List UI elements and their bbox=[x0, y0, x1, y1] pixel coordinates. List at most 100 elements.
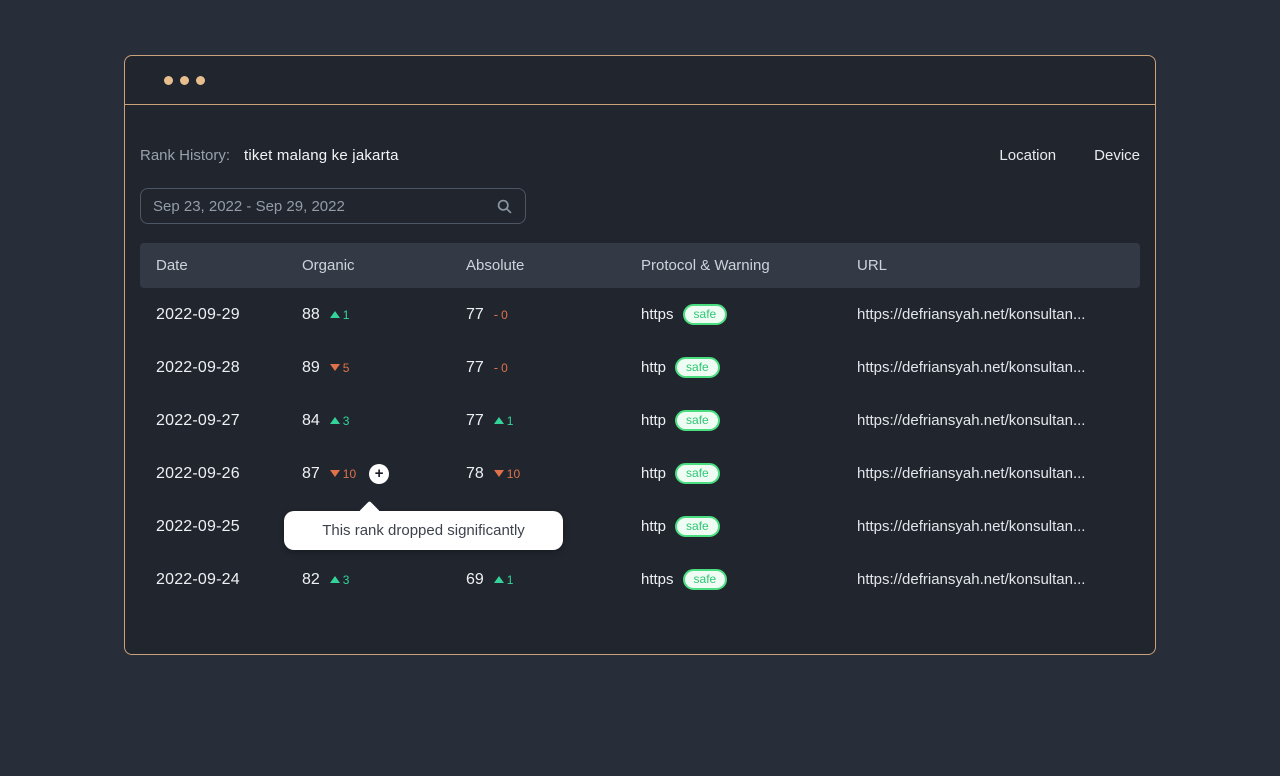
protocol-cell: http safe bbox=[641, 410, 857, 431]
delta-value: 0 bbox=[501, 360, 508, 375]
rank-value: 77 bbox=[466, 411, 484, 429]
protocol-value: https bbox=[641, 571, 674, 588]
window-dot-icon[interactable] bbox=[164, 75, 173, 85]
rank-value: 84 bbox=[302, 411, 320, 429]
rank-delta: 1 bbox=[493, 572, 514, 587]
rank-delta: 10 bbox=[329, 466, 357, 481]
delta-value: 10 bbox=[342, 466, 357, 481]
organic-cell: 89 5 bbox=[302, 359, 466, 377]
arrow-up-icon bbox=[329, 417, 340, 424]
window-content: Rank History: tiket malang ke jakarta Lo… bbox=[125, 143, 1155, 606]
table-row: 2022-09-28 89 5 77-0 http safe https://defrian… bbox=[140, 341, 1140, 394]
rank-value: 82 bbox=[302, 570, 320, 588]
table-row: 2022-09-24 82 3 69 1 https safe https://defrian… bbox=[140, 553, 1140, 606]
absolute-cell: 78 10 bbox=[466, 465, 641, 483]
table-body: 2022-09-29 88 1 77-0 https safe https://defria… bbox=[140, 288, 1140, 606]
delta-value: 3 bbox=[342, 413, 350, 428]
note-plus-button[interactable]: + bbox=[369, 463, 390, 484]
window-dot-icon[interactable] bbox=[196, 75, 205, 85]
url-link[interactable]: https://defriansyah.net/konsultan... bbox=[857, 412, 1086, 429]
rank-value: 88 bbox=[302, 305, 320, 323]
rank-delta: 1 bbox=[329, 307, 350, 322]
safe-badge: safe bbox=[682, 569, 728, 590]
toolbar: Rank History: tiket malang ke jakarta Lo… bbox=[140, 143, 1140, 167]
date-cell: 2022-09-28 bbox=[156, 358, 240, 376]
organic-cell: 88 1 bbox=[302, 306, 466, 324]
rank-delta: -0 bbox=[494, 307, 508, 322]
date-cell: 2022-09-25 bbox=[156, 517, 240, 535]
organic-cell: 87 10 + bbox=[302, 463, 466, 484]
rank-history-label: Rank History: bbox=[140, 146, 231, 164]
protocol-value: http bbox=[641, 359, 667, 376]
rank-delta: -0 bbox=[494, 360, 508, 375]
column-header-absolute: Absolute bbox=[466, 257, 525, 274]
safe-badge: safe bbox=[675, 410, 720, 431]
url-link[interactable]: https://defriansyah.net/konsultan... bbox=[857, 571, 1086, 588]
delta-value: 1 bbox=[506, 413, 514, 428]
rank-value: 69 bbox=[466, 570, 484, 588]
column-header-url: URL bbox=[857, 257, 888, 274]
date-cell: 2022-09-24 bbox=[156, 570, 240, 588]
column-header-protocol: Protocol & Warning bbox=[641, 257, 770, 274]
delta-value: 3 bbox=[342, 572, 350, 587]
arrow-up-icon bbox=[329, 576, 340, 583]
url-link[interactable]: https://defriansyah.net/konsultan... bbox=[857, 359, 1086, 376]
column-header-organic: Organic bbox=[302, 257, 355, 274]
rank-delta: 5 bbox=[329, 361, 349, 375]
keyword-text: tiket malang ke jakarta bbox=[244, 146, 399, 164]
url-link[interactable]: https://defriansyah.net/konsultan... bbox=[857, 518, 1086, 535]
date-cell: 2022-09-27 bbox=[156, 411, 240, 429]
url-link[interactable]: https://defriansyah.net/konsultan... bbox=[857, 306, 1086, 323]
table-row: 2022-09-25 http safe https://defriansyah.ne… bbox=[140, 500, 1140, 553]
rank-history-window: Rank History: tiket malang ke jakarta Lo… bbox=[124, 55, 1156, 655]
arrow-up-icon bbox=[493, 417, 504, 424]
safe-badge: safe bbox=[675, 463, 720, 484]
location-button[interactable]: Location bbox=[999, 146, 1057, 164]
column-header-date: Date bbox=[156, 257, 188, 274]
protocol-cell: http safe bbox=[641, 463, 857, 484]
protocol-value: http bbox=[641, 465, 667, 482]
protocol-value: https bbox=[641, 306, 674, 323]
organic-cell: 84 3 bbox=[302, 412, 466, 430]
protocol-cell: https safe bbox=[641, 304, 857, 325]
date-cell: 2022-09-29 bbox=[156, 305, 240, 323]
tooltip-text: This rank dropped significantly bbox=[322, 522, 525, 539]
table-header: Date Organic Absolute Protocol & Warning… bbox=[140, 243, 1140, 288]
table-row: 2022-09-27 84 3 77 1 http safe https://defrians… bbox=[140, 394, 1140, 447]
date-range-input[interactable]: Sep 23, 2022 - Sep 29, 2022 bbox=[140, 188, 526, 224]
date-range-value: Sep 23, 2022 - Sep 29, 2022 bbox=[153, 197, 345, 215]
rank-value: 87 bbox=[302, 464, 320, 482]
table-row: 2022-09-29 88 1 77 -0 https safe https://defria… bbox=[140, 288, 1140, 341]
absolute-cell: 77-0 bbox=[466, 359, 641, 377]
device-button[interactable]: Device bbox=[1094, 146, 1140, 164]
window-dot-icon[interactable] bbox=[180, 75, 189, 85]
protocol-cell: http safe bbox=[641, 357, 857, 378]
url-link[interactable]: https://defriansyah.net/konsultan... bbox=[857, 465, 1086, 482]
arrow-up-icon bbox=[329, 311, 340, 318]
window-dots bbox=[164, 75, 205, 85]
toolbar-actions: Location Device bbox=[999, 147, 1140, 164]
rank-delta: 3 bbox=[329, 413, 350, 428]
delta-value: 0 bbox=[501, 307, 508, 322]
rank-value: 77 bbox=[466, 305, 484, 323]
date-cell: 2022-09-26 bbox=[156, 464, 240, 482]
safe-badge: safe bbox=[682, 304, 728, 325]
arrow-down-icon bbox=[493, 470, 504, 477]
table-row: 2022-09-26 87 10 +78 10 http safe https://defri… bbox=[140, 447, 1140, 500]
arrow-up-icon bbox=[493, 576, 504, 583]
organic-cell: 82 3 bbox=[302, 571, 466, 589]
rank-delta: 1 bbox=[493, 413, 514, 428]
delta-value: 1 bbox=[342, 307, 350, 322]
safe-badge: safe bbox=[675, 357, 720, 378]
protocol-value: http bbox=[641, 518, 667, 535]
search-icon[interactable] bbox=[496, 198, 513, 215]
absolute-cell: 77 1 bbox=[466, 412, 641, 430]
absolute-cell: 77 -0 bbox=[466, 306, 641, 324]
absolute-cell: 69 1 bbox=[466, 571, 641, 589]
delta-value: 1 bbox=[506, 572, 514, 587]
delta-value: 10 bbox=[506, 466, 521, 481]
dash-icon: - bbox=[493, 360, 499, 375]
window-titlebar bbox=[125, 56, 1155, 105]
protocol-value: http bbox=[641, 412, 667, 429]
safe-badge: safe bbox=[675, 516, 720, 537]
